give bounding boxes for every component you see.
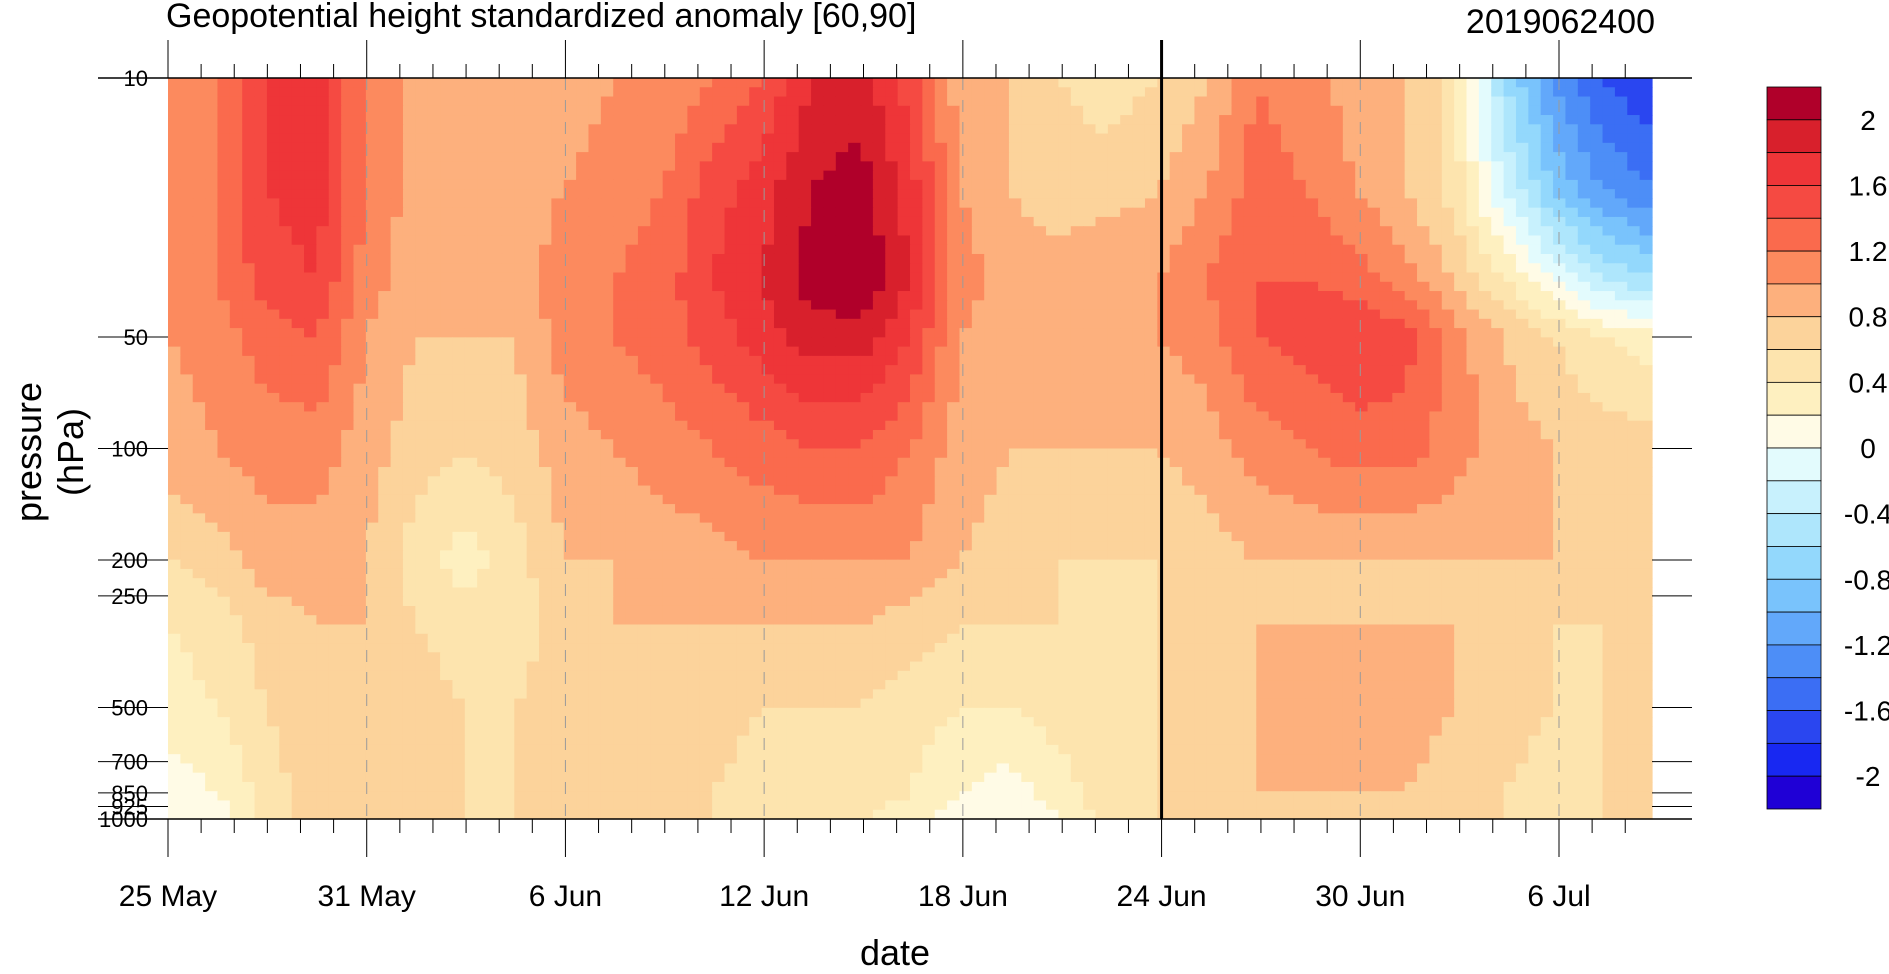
colorbar-label: 1.2	[1849, 236, 1888, 267]
colorbar-box	[1767, 711, 1821, 744]
colorbar-label: -1.6	[1844, 696, 1889, 727]
y-tick-label: 250	[111, 584, 148, 609]
anomaly-field	[168, 78, 1653, 820]
colorbar-box	[1767, 514, 1821, 547]
colorbar-box	[1767, 251, 1821, 284]
colorbar-label: 0.4	[1849, 367, 1888, 398]
x-tick-label: 30 Jun	[1315, 880, 1405, 913]
colorbar-label: 0	[1860, 433, 1876, 464]
x-tick-label: 31 May	[318, 880, 416, 913]
x-tick-label: 12 Jun	[719, 880, 809, 913]
colorbar-label: -0.4	[1844, 499, 1889, 530]
colorbar-box	[1767, 579, 1821, 612]
colorbar-box	[1767, 612, 1821, 645]
x-tick-label: 24 Jun	[1117, 880, 1207, 913]
colorbar-box	[1767, 743, 1821, 776]
colorbar-label: 1.6	[1849, 170, 1888, 201]
y-tick-label: 10	[124, 66, 148, 91]
colorbar-box	[1767, 317, 1821, 350]
colorbar-label: 2	[1860, 105, 1876, 136]
y-tick-label: 50	[124, 325, 148, 350]
y-tick-label: 200	[111, 548, 148, 573]
y-tick-label: 1000	[99, 807, 148, 832]
x-tick-label: 6 Jun	[529, 880, 602, 913]
colorbar-box	[1767, 546, 1821, 579]
x-tick-label: 25 May	[119, 880, 217, 913]
colorbar-box	[1767, 120, 1821, 153]
colorbar-box	[1767, 645, 1821, 678]
y-tick-label: 100	[111, 437, 148, 462]
colorbar-box	[1767, 153, 1821, 186]
colorbar-box	[1767, 284, 1821, 317]
colorbar-box	[1767, 678, 1821, 711]
colorbar-box	[1767, 350, 1821, 383]
colorbar-label: -1.2	[1844, 630, 1889, 661]
x-tick-label: 18 Jun	[918, 880, 1008, 913]
colorbar-label: 0.8	[1849, 302, 1888, 333]
x-tick-label: 6 Jul	[1527, 880, 1590, 913]
colorbar-box	[1767, 481, 1821, 514]
y-tick-label: 500	[111, 695, 148, 720]
colorbar-box	[1767, 776, 1821, 809]
colorbar-box	[1767, 448, 1821, 481]
colorbar-box	[1767, 415, 1821, 448]
colorbar-box	[1767, 185, 1821, 218]
colorbar-label: -0.8	[1844, 564, 1889, 595]
colorbar-box	[1767, 87, 1821, 120]
colorbar-box	[1767, 218, 1821, 251]
colorbar-box	[1767, 382, 1821, 415]
y-tick-label: 700	[111, 750, 148, 775]
colorbar-label: -2	[1856, 761, 1881, 792]
